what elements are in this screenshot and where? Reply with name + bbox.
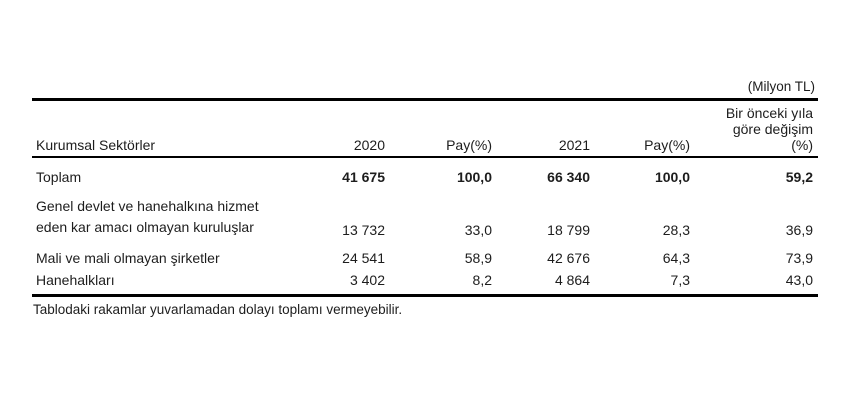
header-annual-change: Bir önceki yıla göre değişim (%): [690, 105, 818, 153]
sector-accounts-table: (Milyon TL) Kurumsal Sektörler 2020 Pay(…: [32, 78, 818, 318]
value-2020: 24 541: [342, 250, 385, 266]
value-2020: 13 732: [342, 222, 385, 238]
table-row-genel-devlet: Genel devlet ve hanehalkına hizmet eden …: [32, 196, 818, 238]
row-label: Hanehalkları: [36, 272, 115, 288]
share-2021: 100,0: [654, 169, 690, 185]
header-annual-change-line1: Bir önceki yıla: [725, 105, 813, 121]
share-2021: 28,3: [662, 222, 690, 238]
annual-change: 43,0: [785, 272, 813, 288]
row-label: Genel devlet ve hanehalkına hizmet eden …: [32, 196, 272, 238]
value-2020: 41 675: [342, 169, 385, 185]
header-share-2020: Pay(%): [446, 137, 492, 153]
row-label-line1: Genel devlet ve hanehalkına hizmet: [36, 198, 259, 214]
value-2021: 4 864: [554, 272, 590, 288]
value-2021: 66 340: [547, 169, 590, 185]
header-year-2021: 2021: [558, 137, 590, 153]
unit-label: (Milyon TL): [747, 79, 815, 94]
table-footnote: Tablodaki rakamlar yuvarlamadan dolayı t…: [33, 302, 403, 317]
header-annual-change-line3: (%): [791, 137, 813, 153]
header-annual-change-line2: göre değişim: [732, 121, 813, 137]
share-2020: 58,9: [464, 250, 492, 266]
value-2021: 42 676: [547, 250, 590, 266]
annual-change: 73,9: [785, 250, 813, 266]
annual-change: 36,9: [785, 222, 813, 238]
table-body: Toplam 41 675 100,0 66 340 100,0 59,2 Ge…: [32, 170, 818, 297]
share-2021: 64,3: [662, 250, 690, 266]
header-year-2020: 2020: [353, 137, 385, 153]
value-2020: 3 402: [349, 272, 385, 288]
row-label: Mali ve mali olmayan şirketler: [36, 250, 220, 266]
row-label-line2: eden kar amacı olmayan kuruluşlar: [36, 219, 254, 235]
table-row-toplam: Toplam 41 675 100,0 66 340 100,0 59,2: [32, 170, 818, 185]
row-label: Toplam: [36, 169, 82, 185]
share-2020: 33,0: [464, 222, 492, 238]
annual-change: 59,2: [785, 169, 813, 185]
data-table: Kurumsal Sektörler 2020 Pay(%) 2021 Pay(…: [32, 98, 818, 297]
share-2021: 7,3: [670, 272, 690, 288]
value-2021: 18 799: [547, 222, 590, 238]
header-share-2021: Pay(%): [644, 137, 690, 153]
table-header-row: Kurumsal Sektörler 2020 Pay(%) 2021 Pay(…: [32, 101, 818, 158]
share-2020: 100,0: [456, 169, 492, 185]
table-row-hanehalklari: Hanehalkları 3 402 8,2 4 864 7,3 43,0: [32, 273, 818, 288]
table-row-mali-sirketler: Mali ve mali olmayan şirketler 24 541 58…: [32, 251, 818, 266]
header-sector-column: Kurumsal Sektörler: [36, 137, 156, 153]
share-2020: 8,2: [472, 272, 492, 288]
